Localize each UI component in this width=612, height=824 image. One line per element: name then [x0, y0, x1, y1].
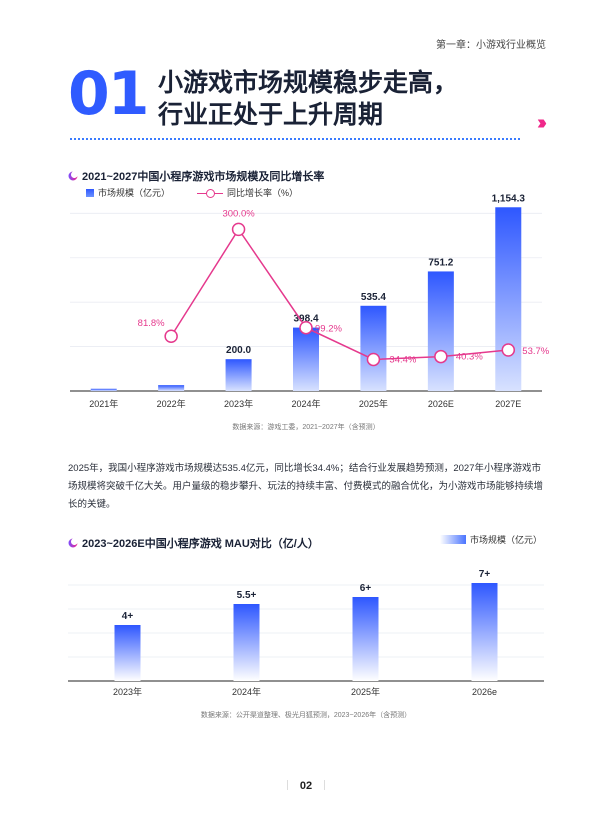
chart1-title-text: 2021~2027中国小程序游戏市场规模及同比增长率	[82, 171, 325, 183]
bar-value-label: 5.5+	[237, 590, 257, 601]
growth-point	[366, 352, 381, 367]
page-title-line1: 小游戏市场规模稳步走高，	[158, 69, 459, 97]
chart2-title-text: 2023~2026E中国小程序游戏 MAU对比（亿/人）	[82, 538, 319, 550]
x-tick-label: 2022年	[157, 398, 186, 409]
growth-point	[434, 349, 448, 364]
footer-divider-right	[324, 780, 326, 790]
bar	[352, 597, 379, 681]
bar-value-label: 1,154.3	[492, 193, 526, 204]
section-number: 01	[68, 59, 149, 129]
bar-value-label: 398.4	[293, 314, 318, 325]
bar	[495, 207, 522, 391]
growth-point	[164, 329, 178, 343]
chart2-title: 2023~2026E中国小程序游戏 MAU对比（亿/人）	[68, 535, 319, 551]
bar	[293, 327, 319, 391]
crescent-icon	[68, 538, 78, 548]
x-tick-label: 2025年	[359, 398, 388, 409]
growth-point	[299, 320, 313, 335]
bar-value-label: 535.4	[361, 292, 386, 303]
x-tick-label: 2024年	[232, 686, 261, 697]
line-legend-swatch	[197, 189, 224, 198]
x-tick-label: 2026e	[472, 687, 497, 697]
chart2-legend: 市场规模（亿元）	[439, 533, 542, 546]
growth-line	[170, 228, 509, 361]
growth-label: 99.2%	[315, 324, 342, 335]
bar-value-label: 4+	[122, 611, 134, 622]
chart1-legend: 市场规模（亿元） 同比增长率（%）	[86, 186, 298, 199]
growth-label: 40.3%	[456, 352, 483, 363]
chart1-source: 数据来源：游戏工委，2021~2027年（含预测）	[232, 424, 380, 431]
bar	[90, 388, 117, 391]
x-tick-label: 2021年	[89, 398, 118, 409]
bar	[114, 625, 141, 681]
bar	[360, 305, 387, 391]
x-tick-label: 2024年	[291, 398, 320, 409]
bar	[225, 359, 252, 391]
bar	[427, 271, 454, 391]
x-tick-label: 2023年	[113, 686, 142, 697]
crescent-icon	[68, 171, 78, 181]
growth-label: 81.8%	[138, 318, 165, 329]
x-tick-label: 2027E	[495, 399, 521, 409]
bar	[158, 385, 185, 391]
page-title-line2: 行业正处于上升周期	[158, 101, 384, 129]
growth-label: 300.0%	[222, 208, 255, 219]
footer-divider-left	[286, 780, 288, 790]
x-tick-label: 2026E	[428, 399, 454, 409]
bar-legend-swatch	[86, 189, 94, 197]
bar-value-label: 751.2	[428, 257, 453, 268]
legend2-label: 市场规模（亿元）	[469, 535, 542, 545]
legend-bar-label: 市场规模（亿元）	[98, 188, 171, 198]
chart1-title: 2021~2027中国小程序游戏市场规模及同比增长率	[68, 168, 324, 184]
growth-point	[231, 222, 246, 237]
x-tick-label: 2023年	[224, 398, 253, 409]
bar-value-label: 6+	[360, 583, 372, 594]
bar-value-label: 7+	[479, 569, 491, 580]
growth-label: 34.4%	[389, 354, 416, 365]
gradient-legend-swatch	[439, 535, 466, 544]
growth-label: 53.7%	[522, 346, 549, 357]
page-number: 02	[299, 780, 313, 792]
bar-value-label: 200.0	[226, 345, 251, 356]
summary-paragraph: 2025年，我国小程序游戏市场规模达535.4亿元，同比增长34.4%；结合行业…	[68, 463, 544, 510]
growth-point	[501, 343, 516, 357]
bar	[471, 583, 498, 681]
bar	[233, 604, 260, 681]
x-tick-label: 2025年	[351, 686, 380, 697]
chapter-label: 第一章：小游戏行业概览	[436, 40, 546, 51]
dotted-divider	[70, 138, 520, 140]
chart2-source: 数据来源：公开渠道整理、极光月狐预测，2023~2026年（含预测）	[200, 712, 412, 719]
legend-line-label: 同比增长率（%）	[227, 188, 299, 198]
page-footer: 02	[0, 780, 612, 792]
